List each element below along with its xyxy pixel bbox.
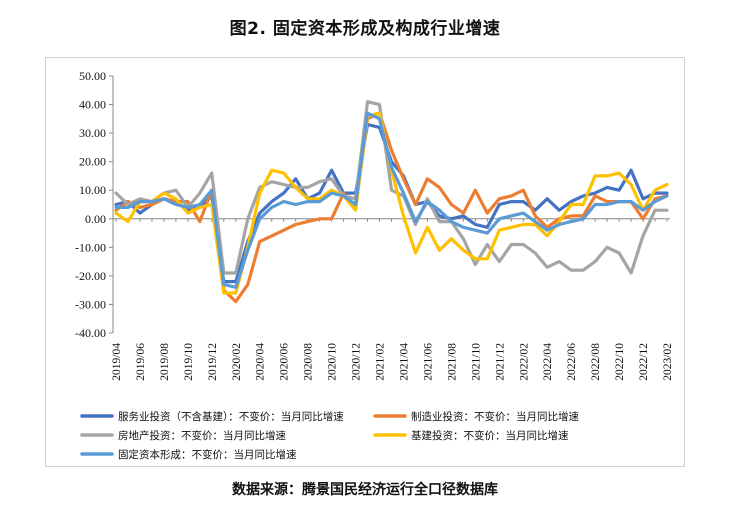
y-tick-label: 50.00 xyxy=(79,69,106,83)
y-tick-label: -40.00 xyxy=(75,326,106,340)
x-tick-label: 2021/06 xyxy=(422,343,434,381)
legend: 服务业投资（不含基建）：不变价：当月同比增速 制造业投资：不变价：当月同比增速房地… xyxy=(80,410,579,461)
legend-label-5: 固定资本形成：不变价：当月同比增速 xyxy=(118,448,297,461)
legend-label-1: 服务业投资（不含基建）：不变价：当月同比增速 xyxy=(118,410,344,423)
x-tick-label: 2020/02 xyxy=(231,343,243,381)
x-tick-label: 2021/04 xyxy=(398,343,410,381)
x-tick-label: 2022/10 xyxy=(614,343,626,381)
x-tick-label: 2021/02 xyxy=(375,343,387,381)
series-line-3 xyxy=(114,100,669,275)
x-tick-label: 2019/08 xyxy=(159,343,171,381)
chart-frame xyxy=(45,57,685,467)
series-line-5 xyxy=(114,111,669,289)
x-tick-label: 2021/10 xyxy=(470,343,482,381)
x-tick-label: 2019/04 xyxy=(111,343,123,381)
x-tick-label: 2022/04 xyxy=(542,343,554,381)
y-tick-label: 40.00 xyxy=(79,98,106,112)
series-line-2 xyxy=(114,111,669,304)
x-tick-label: 2019/12 xyxy=(207,343,219,381)
y-tick-label: 20.00 xyxy=(79,155,106,169)
data-source-note: 数据来源：腾景国民经济运行全口径数据库 xyxy=(232,482,498,498)
y-tick-label: -10.00 xyxy=(75,240,106,254)
y-tick-label: 0.00 xyxy=(85,212,106,226)
x-tick-label: 2020/10 xyxy=(327,343,339,381)
y-tick-label: 10.00 xyxy=(79,183,106,197)
series-line-4 xyxy=(114,111,669,295)
x-tick-label: 2022/12 xyxy=(638,343,650,381)
line-chart: 50.00 40.00 30.00 20.00 10.00 0.00 -10.00 -20.0… xyxy=(75,69,674,461)
legend-label-4: 基建投资：不变价：当月同比增速 xyxy=(411,429,569,442)
y-axis: 50.00 40.00 30.00 20.00 10.00 0.00 -10.00 -20.0… xyxy=(75,69,114,340)
chart-title: 图2. 固定资本形成及构成行业增速 xyxy=(229,19,501,39)
y-tick-label: -20.00 xyxy=(75,269,106,283)
x-tick-label: 2020/08 xyxy=(303,343,315,381)
x-tick-label: 2023/02 xyxy=(662,343,674,381)
x-tick-label: 2021/08 xyxy=(446,343,458,381)
x-tick-label: 2020/04 xyxy=(255,343,267,381)
x-tick-label: 2020/06 xyxy=(279,343,291,381)
x-tick-label: 2021/12 xyxy=(494,343,506,381)
y-tick-label: 30.00 xyxy=(79,126,106,140)
x-axis: 2019/04 2019/06 2019/08 2019/10 2019/12 2020/… xyxy=(111,218,674,381)
x-tick-label: 2022/02 xyxy=(518,343,530,381)
x-tick-label: 2022/06 xyxy=(566,343,578,381)
x-tick-label: 2019/10 xyxy=(183,343,195,381)
series-lines xyxy=(114,100,669,304)
y-tick-label: -30.00 xyxy=(75,297,106,311)
legend-label-2: 制造业投资：不变价：当月同比增速 xyxy=(411,410,579,423)
x-tick-label: 2019/06 xyxy=(135,343,147,381)
x-tick-label: 2020/12 xyxy=(351,343,363,381)
legend-label-3: 房地产投资：不变价：当月同比增速 xyxy=(118,429,286,442)
x-tick-label: 2022/08 xyxy=(590,343,602,381)
